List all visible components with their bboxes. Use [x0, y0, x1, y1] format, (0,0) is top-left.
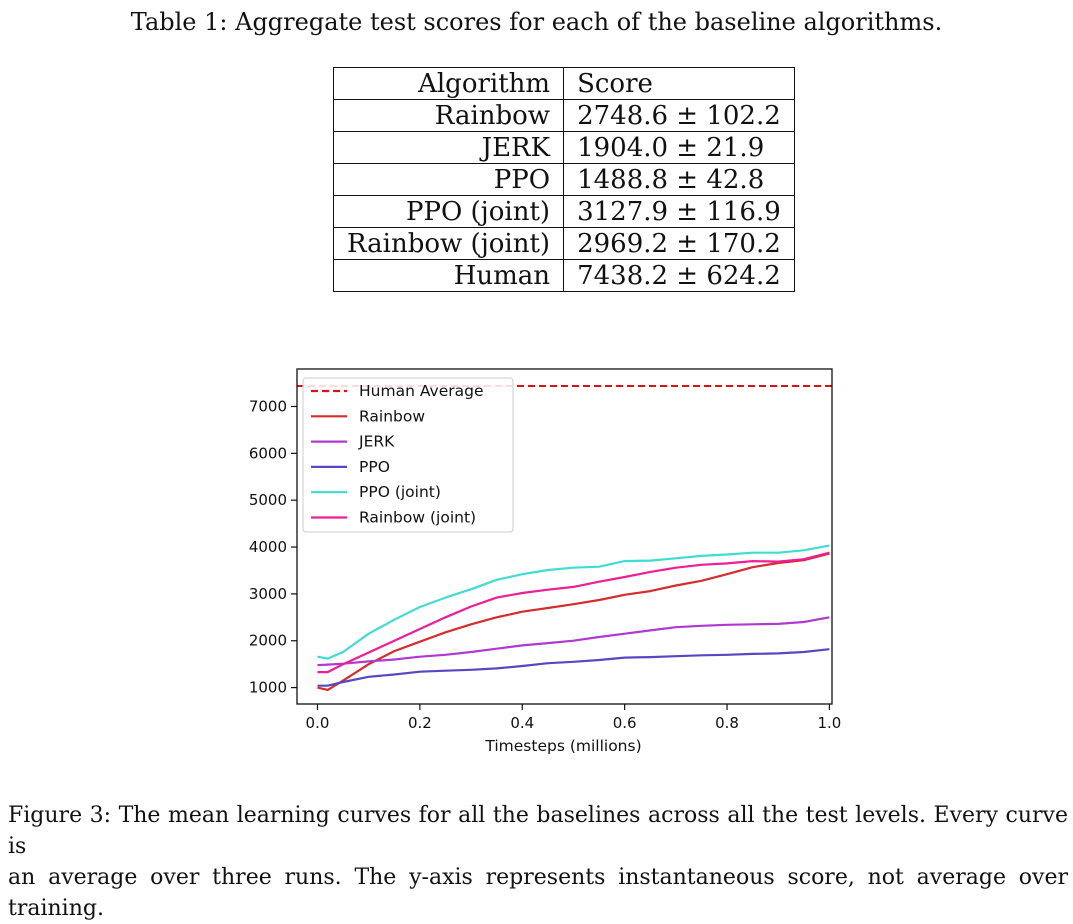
score-cell: 1904.0 ± 21.9 — [563, 131, 795, 164]
legend-box — [302, 377, 514, 533]
x-tick-label: 0.0 — [306, 714, 330, 732]
legend-label: Rainbow (joint) — [359, 509, 476, 527]
y-tick-label: 3000 — [249, 585, 287, 603]
y-tick-label: 7000 — [249, 397, 287, 415]
y-tick-label: 6000 — [249, 444, 287, 462]
algorithm-cell: PPO — [332, 163, 565, 196]
x-tick-label: 0.2 — [408, 714, 432, 732]
legend-label: JERK — [358, 433, 395, 451]
x-tick-label: 1.0 — [818, 714, 842, 732]
learning-curves-chart: 0.0 0.2 0.4 0.6 0.8 1.0 1000 2000 3000 4000 5000 60… — [249, 368, 842, 755]
table-caption: Table 1: Aggregate test scores for each … — [130, 8, 943, 36]
score-cell: 2748.6 ± 102.2 — [563, 99, 795, 132]
scores-table: Algorithm Score Rainbow 2748.6 ± 102.2 J… — [332, 67, 795, 292]
algorithm-cell: Rainbow — [332, 99, 565, 132]
table-row: Rainbow 2748.6 ± 102.2 — [332, 99, 795, 132]
y-tick-label: 2000 — [249, 632, 287, 650]
plot-frame — [296, 368, 833, 705]
legend-label: PPO (joint) — [359, 483, 441, 501]
x-tick-label: 0.6 — [613, 714, 637, 732]
series-line-0 — [317, 552, 830, 691]
table-row: Rainbow (joint) 2969.2 ± 170.2 — [332, 227, 795, 260]
series-line-2 — [317, 648, 830, 687]
table-header-row: Algorithm Score — [332, 67, 795, 100]
y-tick-label: 4000 — [249, 538, 287, 556]
score-cell: 3127.9 ± 116.9 — [563, 195, 795, 228]
legend-label: Human Average — [359, 382, 483, 400]
series-line-3 — [317, 544, 830, 660]
algorithm-cell: JERK — [332, 131, 565, 164]
header-algorithm: Algorithm — [332, 67, 565, 100]
table-row: PPO (joint) 3127.9 ± 116.9 — [332, 195, 795, 228]
y-tick-label: 5000 — [249, 491, 287, 509]
algorithm-cell: Rainbow (joint) — [332, 227, 565, 260]
algorithm-cell: PPO (joint) — [332, 195, 565, 228]
table-row: JERK 1904.0 ± 21.9 — [332, 131, 795, 164]
header-score: Score — [563, 67, 795, 100]
x-axis-label: Timesteps (millions) — [484, 737, 641, 755]
legend-label: PPO — [359, 458, 390, 476]
score-cell: 1488.8 ± 42.8 — [563, 163, 795, 196]
figure-caption-line2: an average over three runs. The y-axis r… — [8, 865, 1068, 921]
algorithm-cell: Human — [332, 259, 565, 292]
table-row: Human 7438.2 ± 624.2 — [332, 259, 795, 292]
series-line-1 — [317, 616, 830, 667]
x-tick-label: 0.4 — [510, 714, 534, 732]
figure-caption: Figure 3: The mean learning curves for a… — [8, 800, 1068, 924]
table-row: PPO 1488.8 ± 42.8 — [332, 163, 795, 196]
series-line-4 — [317, 551, 830, 674]
y-tick-label: 1000 — [249, 679, 287, 697]
legend-label: Rainbow — [359, 407, 425, 425]
score-cell: 2969.2 ± 170.2 — [563, 227, 795, 260]
figure-caption-line1: Figure 3: The mean learning curves for a… — [8, 803, 1068, 859]
x-tick-label: 0.8 — [715, 714, 739, 732]
score-cell: 7438.2 ± 624.2 — [563, 259, 795, 292]
